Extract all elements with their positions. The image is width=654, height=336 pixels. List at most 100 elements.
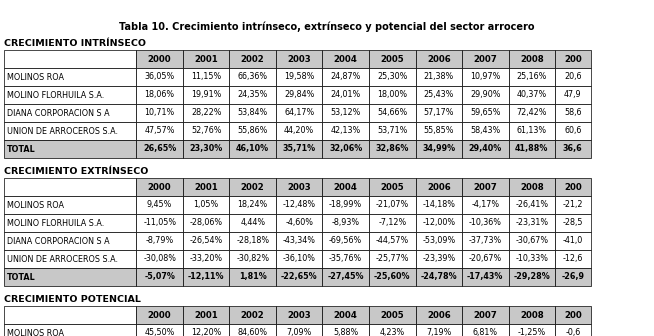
Text: 5,88%: 5,88% — [333, 329, 358, 336]
Text: -17,43%: -17,43% — [467, 272, 504, 282]
Bar — [415, 232, 462, 250]
Text: 7,09%: 7,09% — [286, 329, 312, 336]
Text: 59,65%: 59,65% — [470, 109, 500, 118]
Bar — [415, 250, 462, 268]
Bar — [322, 50, 369, 68]
Text: DIANA CORPORACION S A: DIANA CORPORACION S A — [7, 237, 110, 246]
Bar — [369, 178, 415, 196]
Text: 44,20%: 44,20% — [284, 126, 315, 135]
Text: -28,06%: -28,06% — [190, 218, 223, 227]
Text: -28,5: -28,5 — [562, 218, 583, 227]
Bar — [4, 178, 137, 196]
Text: -30,67%: -30,67% — [515, 237, 548, 246]
Text: -33,20%: -33,20% — [190, 254, 223, 263]
Bar — [4, 140, 137, 158]
Text: 24,01%: 24,01% — [331, 90, 361, 99]
Text: 2006: 2006 — [427, 310, 451, 320]
Text: 53,71%: 53,71% — [377, 126, 407, 135]
Bar — [555, 232, 591, 250]
Text: -0,6: -0,6 — [565, 329, 581, 336]
Bar — [137, 268, 183, 286]
Bar — [4, 122, 137, 140]
Text: 2006: 2006 — [427, 182, 451, 192]
Bar — [509, 268, 555, 286]
Text: 2007: 2007 — [473, 310, 497, 320]
Bar — [509, 324, 555, 336]
Bar — [322, 268, 369, 286]
Text: 2008: 2008 — [520, 54, 543, 64]
Bar — [369, 140, 415, 158]
Text: 47,57%: 47,57% — [145, 126, 175, 135]
Text: 2003: 2003 — [287, 54, 311, 64]
Text: -11,05%: -11,05% — [143, 218, 176, 227]
Bar — [509, 104, 555, 122]
Bar — [137, 86, 183, 104]
Bar — [276, 196, 322, 214]
Text: TOTAL: TOTAL — [7, 272, 36, 282]
Bar — [509, 250, 555, 268]
Text: 2005: 2005 — [381, 54, 404, 64]
Bar — [4, 214, 137, 232]
Bar — [369, 214, 415, 232]
Text: MOLINOS ROA: MOLINOS ROA — [7, 329, 64, 336]
Bar — [230, 122, 276, 140]
Bar — [509, 86, 555, 104]
Bar — [509, 214, 555, 232]
Text: 7,19%: 7,19% — [426, 329, 451, 336]
Bar — [4, 68, 137, 86]
Text: 57,17%: 57,17% — [424, 109, 454, 118]
Text: 53,12%: 53,12% — [330, 109, 361, 118]
Text: -23,31%: -23,31% — [515, 218, 548, 227]
Bar — [555, 196, 591, 214]
Bar — [555, 140, 591, 158]
Text: 36,6: 36,6 — [563, 144, 583, 154]
Bar — [555, 68, 591, 86]
Text: 2006: 2006 — [427, 54, 451, 64]
Text: 10,71%: 10,71% — [145, 109, 175, 118]
Text: 26,65%: 26,65% — [143, 144, 177, 154]
Bar — [183, 86, 230, 104]
Text: -21,2: -21,2 — [562, 201, 583, 210]
Bar — [509, 196, 555, 214]
Bar — [276, 122, 322, 140]
Bar — [137, 122, 183, 140]
Text: -12,11%: -12,11% — [188, 272, 224, 282]
Text: -26,41%: -26,41% — [515, 201, 548, 210]
Bar — [369, 68, 415, 86]
Text: CRECIMIENTO POTENCIAL: CRECIMIENTO POTENCIAL — [4, 294, 141, 303]
Text: 2000: 2000 — [148, 310, 171, 320]
Bar — [415, 268, 462, 286]
Bar — [509, 232, 555, 250]
Bar — [462, 196, 509, 214]
Text: 10,97%: 10,97% — [470, 73, 500, 82]
Text: 2000: 2000 — [148, 54, 171, 64]
Bar — [462, 214, 509, 232]
Bar — [183, 250, 230, 268]
Text: 28,22%: 28,22% — [191, 109, 222, 118]
Text: -25,77%: -25,77% — [375, 254, 409, 263]
Bar — [322, 250, 369, 268]
Text: 2003: 2003 — [287, 310, 311, 320]
Text: 18,06%: 18,06% — [145, 90, 175, 99]
Bar — [462, 250, 509, 268]
Bar — [555, 86, 591, 104]
Bar — [183, 104, 230, 122]
Bar — [509, 122, 555, 140]
Bar — [4, 196, 137, 214]
Text: 34,99%: 34,99% — [422, 144, 455, 154]
Text: 2002: 2002 — [241, 54, 265, 64]
Bar — [137, 50, 183, 68]
Text: -18,99%: -18,99% — [329, 201, 362, 210]
Text: Tabla 10. Crecimiento intrínseco, extrínseco y potencial del sector arrocero: Tabla 10. Crecimiento intrínseco, extrín… — [119, 22, 535, 32]
Bar — [276, 214, 322, 232]
Bar — [415, 140, 462, 158]
Bar — [137, 178, 183, 196]
Text: -14,18%: -14,18% — [422, 201, 455, 210]
Bar — [183, 268, 230, 286]
Text: 25,30%: 25,30% — [377, 73, 407, 82]
Text: 72,42%: 72,42% — [517, 109, 547, 118]
Text: 2005: 2005 — [381, 310, 404, 320]
Bar — [276, 104, 322, 122]
Text: -5,07%: -5,07% — [145, 272, 175, 282]
Text: MOLINO FLORHUILA S.A.: MOLINO FLORHUILA S.A. — [7, 218, 104, 227]
